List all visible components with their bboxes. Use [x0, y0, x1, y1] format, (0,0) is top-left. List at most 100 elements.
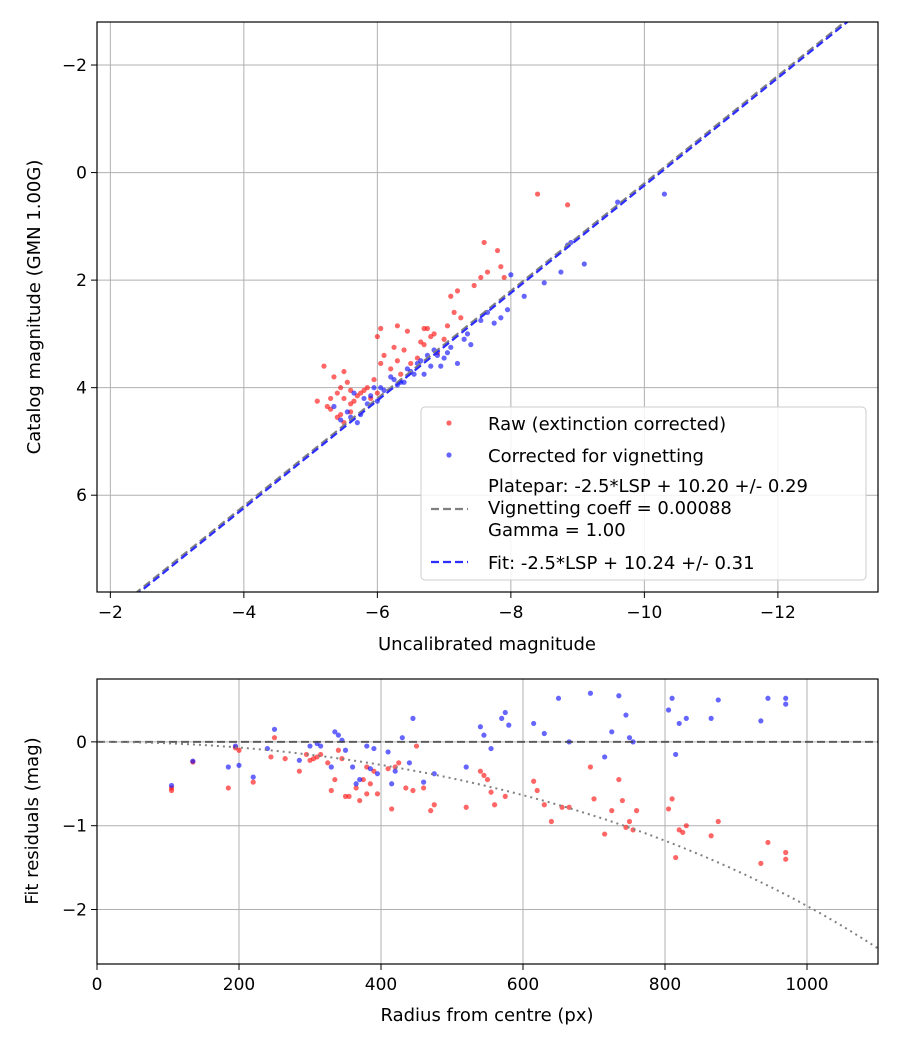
top-point-series1 — [498, 315, 504, 321]
bottom-point-series0 — [396, 760, 402, 766]
top-fit-line-series2 — [135, 22, 847, 592]
top-point-series0 — [478, 274, 484, 281]
bottom-point-series1 — [371, 745, 377, 752]
legend-label-fit: Fit: -2.5*LSP + 10.24 +/- 0.31 — [488, 553, 755, 574]
bottom-point-series0 — [492, 802, 498, 808]
top-point-series0 — [401, 347, 407, 353]
bottom-point-series0 — [268, 754, 274, 760]
bottom-point-series1 — [250, 774, 256, 780]
bottom-point-series0 — [758, 860, 764, 867]
top-point-series0 — [454, 288, 461, 294]
top-point-series1 — [418, 358, 424, 364]
bottom-point-series1 — [765, 695, 771, 701]
top-point-series0 — [334, 390, 340, 396]
top-point-series0 — [358, 390, 364, 396]
bottom-point-series1 — [332, 729, 338, 735]
top-x-tick-label: −12 — [760, 603, 796, 623]
bottom-point-series1 — [555, 695, 562, 701]
top-point-series1 — [354, 420, 360, 426]
top-point-series0 — [404, 328, 410, 334]
bottom-point-series0 — [364, 791, 370, 797]
bottom-point-series0 — [346, 793, 352, 799]
bottom-axes-frame — [96, 678, 879, 965]
bottom-point-series1 — [502, 709, 508, 716]
top-point-series0 — [341, 368, 347, 375]
bottom-point-series1 — [758, 718, 764, 724]
top-point-series0 — [484, 269, 491, 275]
top-plot-marks — [135, 22, 850, 592]
top-point-series0 — [481, 239, 487, 246]
bottom-point-series1 — [271, 726, 278, 732]
bottom-point-series1 — [669, 695, 675, 701]
top-point-series1 — [411, 371, 417, 377]
top-point-series0 — [328, 395, 334, 402]
bottom-point-series1 — [531, 720, 537, 727]
bottom-point-series0 — [783, 856, 789, 862]
legend-platepar-line: Gamma = 1.00 — [488, 520, 626, 541]
bottom-point-series0 — [421, 785, 427, 791]
bottom-point-series1 — [431, 771, 437, 777]
bottom-point-series1 — [783, 695, 789, 701]
legend: Raw (extinction corrected) Corrected for… — [420, 406, 867, 581]
bottom-point-series0 — [531, 778, 537, 784]
top-axes-frame — [96, 21, 879, 593]
bottom-x-tick-label: 800 — [649, 975, 681, 995]
bottom-point-series1 — [587, 690, 594, 696]
top-x-tick-label: −8 — [498, 603, 523, 623]
bottom-x-tick-label: 600 — [507, 975, 539, 995]
bottom-point-series1 — [307, 743, 313, 749]
top-point-series1 — [368, 393, 374, 399]
top-point-series0 — [421, 325, 427, 332]
bottom-point-series0 — [715, 818, 721, 825]
bottom-point-series0 — [357, 797, 363, 804]
top-point-series1 — [461, 336, 467, 342]
bottom-point-series0 — [619, 797, 626, 804]
top-point-series1 — [478, 317, 484, 324]
bottom-point-series0 — [765, 839, 771, 846]
bottom-point-series1 — [342, 747, 349, 753]
bottom-y-axis-label: Fit residuals (mag) — [22, 737, 43, 904]
top-point-series1 — [391, 376, 397, 383]
bottom-point-series0 — [168, 787, 175, 794]
legend-platepar-line: Platepar: -2.5*LSP + 10.20 +/- 0.29 — [488, 476, 808, 497]
bottom-y-tick-label: −2 — [62, 901, 87, 921]
bottom-point-series0 — [335, 747, 341, 753]
bottom-point-series0 — [502, 793, 508, 799]
bottom-point-series1 — [616, 693, 622, 699]
bottom-ticks: 0 200 400 600 800 1000 0 −1 −2 — [62, 733, 829, 995]
top-point-series1 — [615, 199, 621, 205]
top-point-series1 — [361, 395, 367, 402]
top-point-series1 — [464, 331, 471, 337]
bottom-point-series0 — [484, 776, 491, 783]
bottom-panel: 0 200 400 600 800 1000 0 −1 −2 Radius from centr… — [22, 678, 879, 1026]
top-point-series1 — [428, 363, 434, 369]
bottom-point-series1 — [609, 729, 615, 735]
bottom-point-series1 — [488, 745, 494, 752]
bottom-point-series1 — [683, 715, 689, 721]
top-x-tick-label: −6 — [365, 603, 390, 623]
top-point-series0 — [321, 363, 327, 369]
top-point-series1 — [504, 307, 511, 313]
bottom-point-series0 — [236, 747, 242, 753]
top-point-series0 — [494, 247, 501, 254]
bottom-point-series0 — [282, 756, 288, 762]
bottom-point-series0 — [428, 808, 434, 814]
top-point-series0 — [398, 371, 404, 377]
bottom-point-series0 — [566, 804, 572, 810]
bottom-point-series1 — [385, 749, 391, 755]
top-point-series0 — [351, 398, 357, 404]
top-point-series0 — [498, 264, 504, 270]
bottom-point-series0 — [325, 760, 331, 766]
top-point-series0 — [448, 293, 454, 299]
top-point-series0 — [388, 366, 394, 372]
bottom-point-series0 — [541, 802, 547, 808]
top-x-tick-label: −4 — [231, 603, 256, 623]
top-point-series1 — [558, 269, 564, 275]
bottom-point-series1 — [673, 751, 679, 758]
bottom-point-series0 — [602, 831, 608, 837]
top-point-series1 — [468, 342, 474, 348]
top-point-series0 — [378, 325, 384, 332]
bottom-point-series1 — [318, 743, 324, 749]
top-point-series1 — [331, 403, 337, 410]
